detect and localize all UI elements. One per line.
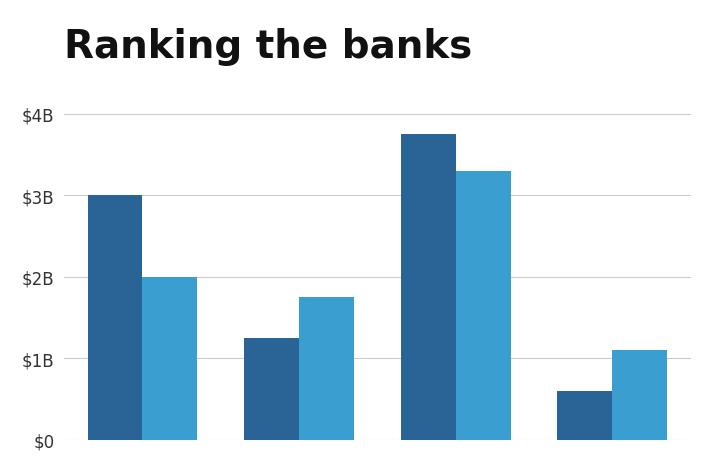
Bar	[612, 350, 667, 440]
Bar	[456, 172, 511, 440]
Bar	[88, 196, 142, 440]
Bar	[142, 277, 197, 440]
Bar	[401, 135, 456, 440]
Bar	[557, 391, 612, 440]
Bar	[299, 298, 354, 440]
Bar	[244, 338, 299, 440]
Text: Ranking the banks: Ranking the banks	[64, 27, 472, 65]
